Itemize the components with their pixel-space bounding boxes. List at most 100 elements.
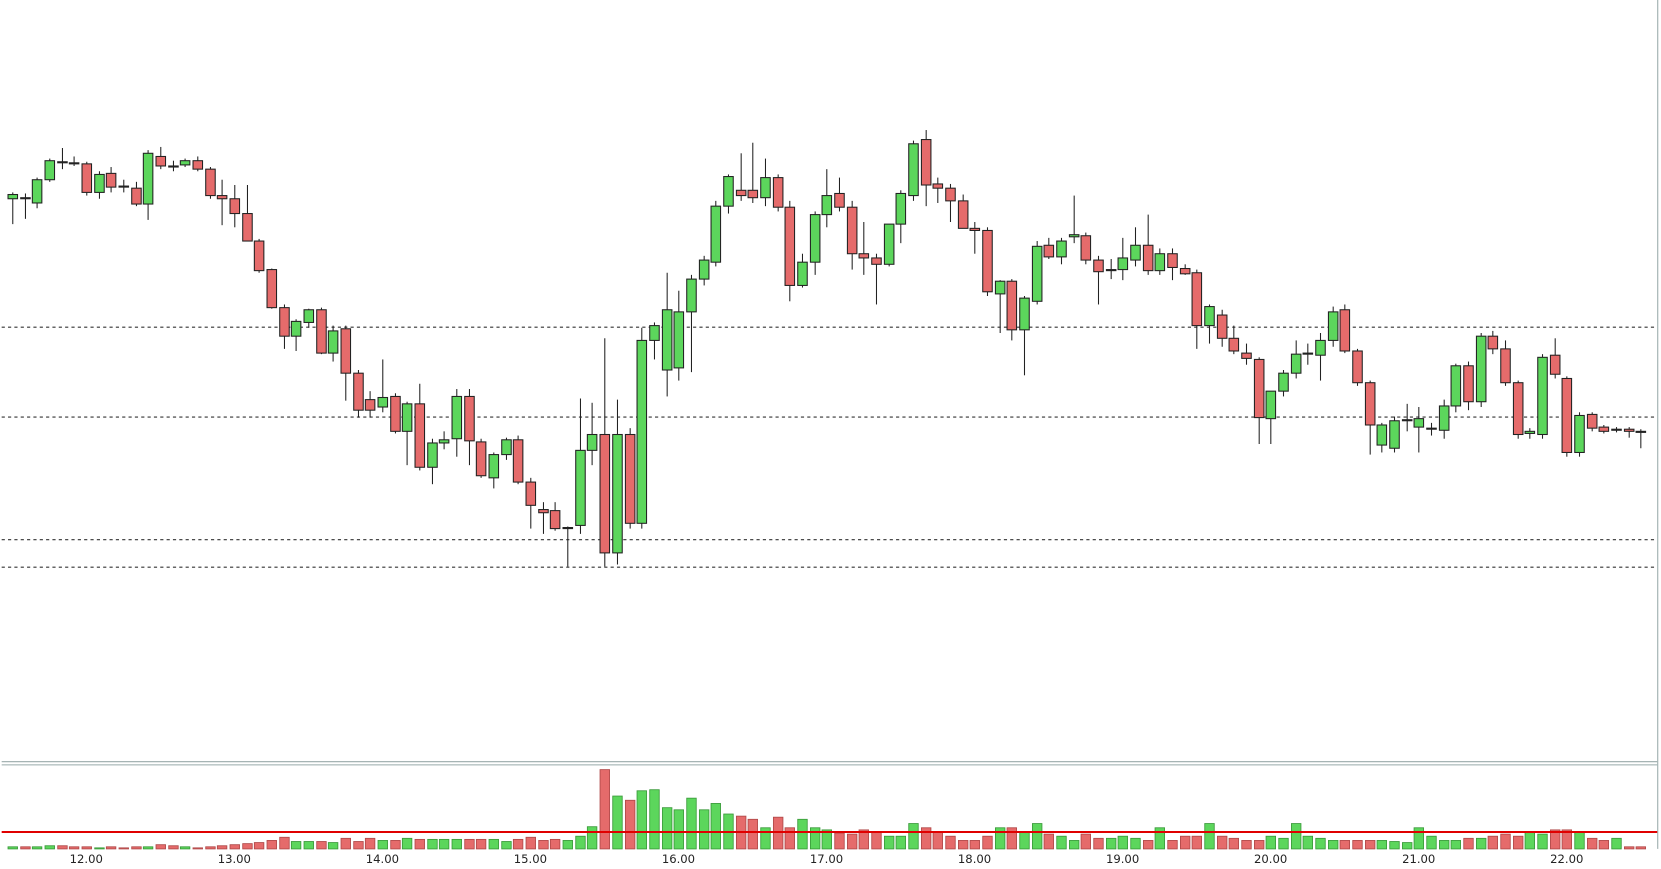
candle-body [1475, 335, 1487, 403]
volume-bar [1524, 831, 1536, 850]
volume-bar [216, 845, 228, 850]
volume-bar [94, 847, 105, 850]
volume-bar [1328, 840, 1339, 850]
candle-body [908, 143, 919, 197]
volume-bar [1426, 835, 1437, 850]
candle-body [451, 395, 463, 440]
volume-bar [316, 841, 327, 850]
candle-body [673, 311, 685, 369]
candle-body [784, 206, 796, 286]
candle-body [1216, 314, 1228, 339]
candle-body [698, 259, 710, 280]
candle-body [7, 193, 19, 200]
candle-body [1574, 414, 1585, 454]
volume-bar [1204, 823, 1215, 850]
volume-bar [377, 840, 388, 850]
candle-body [1524, 430, 1536, 434]
volume-bar [1550, 829, 1561, 850]
volume-bar [686, 797, 697, 850]
candle-body [599, 433, 611, 554]
volume-bar [1056, 835, 1067, 850]
candle-body [290, 320, 302, 337]
volume-bar [1031, 823, 1043, 850]
volume-bar [81, 846, 92, 850]
candle-body [94, 173, 105, 193]
candle-body [1549, 354, 1561, 375]
candle-body [1376, 424, 1388, 446]
volume-bar [1019, 831, 1030, 850]
candle-body [809, 214, 821, 263]
volume-bar [599, 769, 610, 850]
candle-body [1352, 350, 1363, 384]
volume-bar [488, 838, 499, 850]
candle-body [686, 278, 697, 313]
candle-body [932, 183, 944, 189]
volume-bar [549, 838, 561, 850]
volume-bar [1537, 833, 1548, 850]
candle-body [105, 172, 117, 188]
volume-bar [957, 840, 969, 850]
volume-bar [229, 844, 240, 850]
candle-body [1635, 430, 1647, 433]
candle-body [1043, 244, 1055, 258]
volume-bar [673, 809, 684, 850]
volume-bar [1093, 837, 1104, 850]
volume-bar [1476, 837, 1487, 850]
x-tick-label: 21.00 [1402, 852, 1435, 866]
volume-bar [353, 841, 364, 850]
volume-bar [464, 838, 475, 850]
volume-bar [1302, 835, 1313, 850]
candle-body [229, 198, 241, 215]
candle-body [549, 510, 561, 530]
volume-bar [883, 835, 895, 850]
x-tick-label: 18.00 [958, 852, 991, 866]
volume-bar [1352, 840, 1363, 850]
volume-bar [1587, 837, 1598, 850]
candle-body [118, 185, 130, 188]
candle-body [427, 442, 438, 468]
candle-body [1179, 267, 1191, 275]
volume-bar [1043, 833, 1054, 850]
candle-body [982, 229, 993, 293]
volume-bar [1402, 842, 1413, 850]
volume-bar [1106, 837, 1117, 850]
volume-bar [266, 840, 277, 850]
volume-bar [612, 795, 623, 850]
volume-bar [1006, 827, 1017, 850]
volume-bar [390, 840, 401, 850]
candle-body [414, 403, 426, 468]
x-tick-label: 19.00 [1106, 852, 1139, 866]
candle-body [1278, 372, 1289, 392]
volume-bar [1278, 837, 1289, 850]
candle-body [353, 372, 364, 411]
volume-bar [1228, 837, 1239, 850]
volume-bar [1500, 833, 1511, 850]
volume-bar [414, 838, 425, 850]
candle-body [57, 161, 68, 164]
volume-bar [179, 846, 191, 850]
candle-body [1019, 297, 1030, 331]
x-tick-label: 13.00 [218, 852, 251, 866]
candle-body [1302, 352, 1314, 355]
volume-bar [512, 838, 524, 850]
volume-bar [1561, 829, 1573, 850]
volume-bar [1217, 835, 1228, 850]
candle-body [1031, 245, 1043, 302]
volume-bar [205, 846, 216, 850]
candle-body [253, 240, 265, 272]
volume-bar [1180, 835, 1191, 850]
x-tick-label: 22.00 [1550, 852, 1583, 866]
candle-body [31, 179, 43, 204]
volume-bar [327, 842, 339, 850]
volume-bar [834, 832, 845, 850]
candle-body [155, 155, 167, 167]
candle-body [1117, 257, 1129, 271]
volume-bar [253, 842, 265, 850]
candle-body [834, 192, 845, 208]
volume-bar [649, 789, 660, 850]
candle-body [1500, 348, 1511, 384]
candle-body [1080, 235, 1092, 261]
candle-body [81, 163, 93, 193]
volume-bar [1376, 840, 1387, 850]
volume-bar [31, 846, 43, 850]
